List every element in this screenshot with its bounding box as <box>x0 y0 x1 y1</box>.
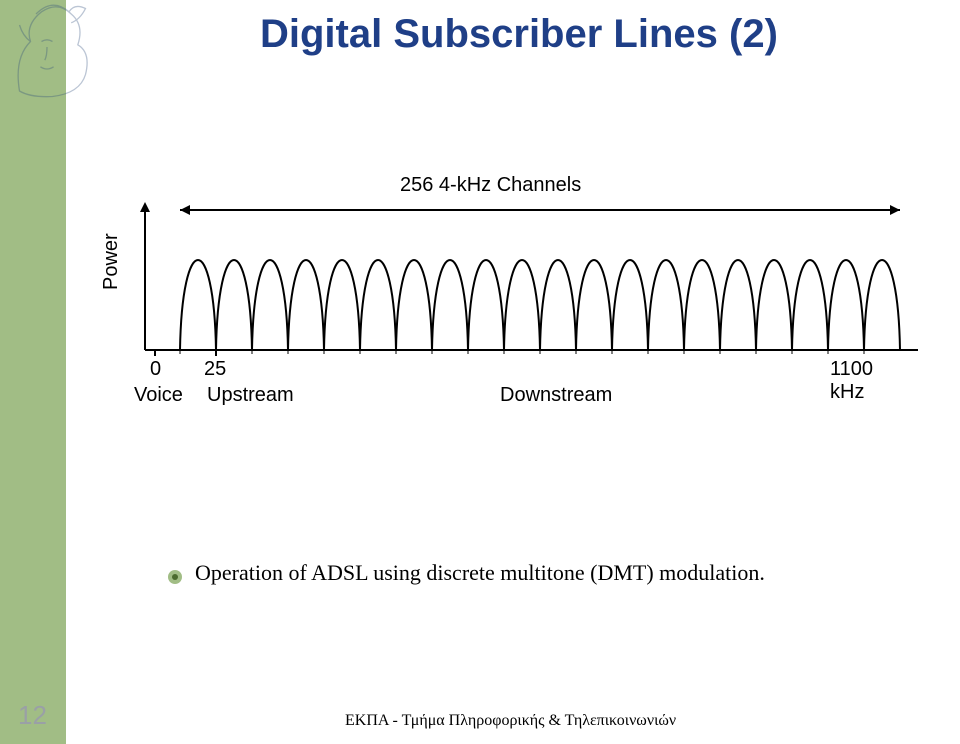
band-upstream: Upstream <box>207 384 294 407</box>
spectrum-svg <box>130 200 930 370</box>
sidebar-strip <box>0 0 66 744</box>
band-voice: Voice <box>134 384 183 407</box>
caption-bullet-inner <box>172 574 178 580</box>
slide-caption: Operation of ADSL using discrete multito… <box>195 560 765 586</box>
tick-25: 25 <box>204 358 226 381</box>
watermark-athena <box>0 0 102 107</box>
y-axis-label: Power <box>100 233 123 290</box>
footer-text: ΕΚΠΑ - Τμήμα Πληροφορικής & Τηλεπικοινων… <box>345 712 676 730</box>
dmt-spectrum-diagram: Power 256 4-kHz Channels 0 25 1100 kHz V… <box>110 180 910 480</box>
tick-1100: 1100 kHz <box>830 358 910 404</box>
top-channels-label: 256 4-kHz Channels <box>400 174 581 197</box>
tick-0: 0 <box>150 358 161 381</box>
band-downstream: Downstream <box>500 384 612 407</box>
slide-title: Digital Subscriber Lines (2) <box>260 12 778 57</box>
page-number: 12 <box>18 700 47 731</box>
